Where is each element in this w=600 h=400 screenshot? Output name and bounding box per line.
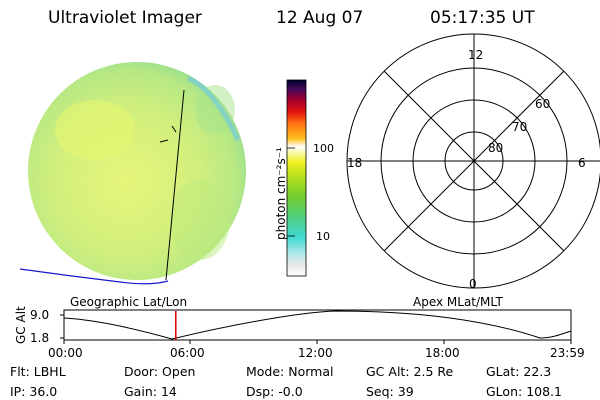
x-tick-0600: 06:00 <box>170 346 205 360</box>
seq-info: Seq: 39 <box>366 384 414 399</box>
polar-grid <box>346 33 600 289</box>
geographic-label: Geographic Lat/Lon <box>70 295 188 309</box>
dsp-info: Dsp: -0.0 <box>246 384 303 399</box>
x-tick-2359: 23:59 <box>550 346 585 360</box>
colorbar-tick-10: 10 <box>316 230 330 243</box>
colorbar-unit-label: photon cm⁻²s⁻¹ <box>274 147 288 240</box>
filter-info: Flt: LBHL <box>10 364 66 379</box>
color-bar <box>286 79 307 277</box>
x-tick-0000: 00:00 <box>48 346 83 360</box>
x-tick-1200: 12:00 <box>298 346 333 360</box>
mode-info: Mode: Normal <box>246 364 334 379</box>
mlt-label-12: 12 <box>468 48 484 62</box>
instrument-title: Ultraviolet Imager <box>48 8 202 28</box>
mlt-label-0: 0 <box>469 277 477 291</box>
time-label: 05:17:35 UT <box>430 8 535 28</box>
lat-label-70: 70 <box>512 120 528 134</box>
gc-alt-info: GC Alt: 2.5 Re <box>366 364 454 379</box>
glon-info: GLon: 108.1 <box>486 384 562 399</box>
glat-info: GLat: 22.3 <box>486 364 552 379</box>
ip-info: IP: 36.0 <box>10 384 58 399</box>
door-info: Door: Open <box>124 364 196 379</box>
lat-label-80: 80 <box>488 141 504 155</box>
date-label: 12 Aug 07 <box>276 8 364 28</box>
colorbar-tick-100: 100 <box>313 142 334 155</box>
lat-label-60: 60 <box>535 97 551 111</box>
mlt-label-6: 6 <box>578 156 586 170</box>
x-tick-1800: 18:00 <box>425 346 460 360</box>
gain-info: Gain: 14 <box>124 384 177 399</box>
gc-alt-axis-title: GC Alt <box>14 306 28 344</box>
y-tick-1-8: 1.8 <box>30 331 50 345</box>
apex-label: Apex MLat/MLT <box>413 295 503 309</box>
mlt-label-18: 18 <box>347 156 363 170</box>
earth-disk-image <box>19 62 246 285</box>
timeline-plot <box>60 309 572 344</box>
y-tick-9: 9.0 <box>30 308 50 322</box>
